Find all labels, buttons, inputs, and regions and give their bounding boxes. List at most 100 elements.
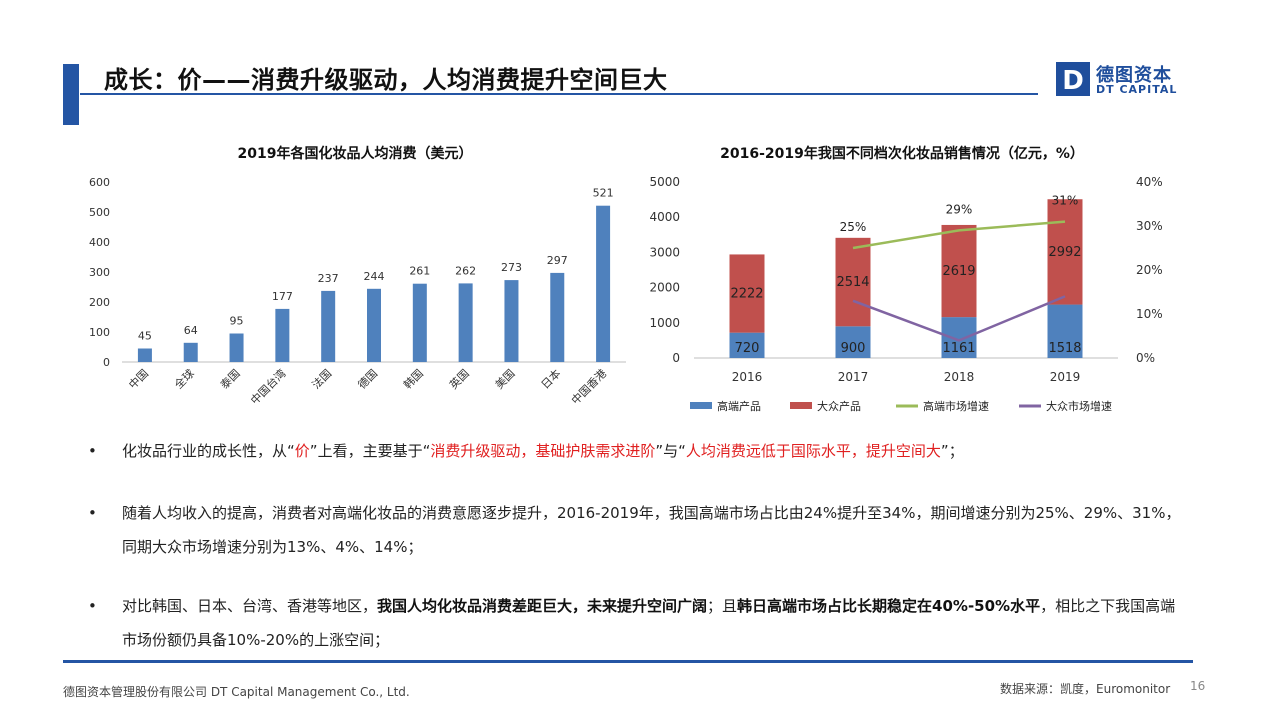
y-tick-label: 5000 [649, 175, 680, 189]
footer-source: 数据来源：凯度，Euromonitor [1000, 682, 1171, 696]
logo-mark-letter: D [1062, 66, 1084, 96]
page-number: 16 [1190, 679, 1206, 693]
bar-segment [729, 332, 765, 358]
y-tick-label: 2000 [649, 281, 680, 295]
legend-label: 高端市场增速 [923, 399, 989, 413]
footer-company: 德图资本管理股份有限公司 DT Capital Management Co., … [63, 685, 410, 699]
data-label: 2514 [836, 275, 869, 290]
x-tick-label: 中国 [126, 367, 151, 392]
x-tick-label: 2018 [944, 370, 975, 384]
x-tick-label: 美国 [493, 367, 518, 392]
logo-mark-icon: D [1056, 62, 1090, 96]
y-tick-label: 0 [672, 351, 680, 365]
x-tick-label: 德国 [355, 366, 380, 391]
y-tick-label: 0 [103, 356, 110, 369]
chart-legend: 高端产品 大众产品 高端市场增速 大众市场增速 [690, 399, 1112, 413]
bullet-text: 随着人均收入的提高，消费者对高端化妆品的消费意愿逐步提升，2016-2019年，… [122, 496, 1182, 564]
title-accent-bar [63, 64, 79, 125]
bar [229, 333, 244, 362]
data-label: 261 [409, 265, 430, 278]
highlight-text: 人均消费远低于国际水平，提升空间大 [685, 442, 941, 460]
bar [412, 283, 427, 362]
data-label: 720 [735, 341, 760, 356]
bar-segment [941, 224, 977, 318]
y-tick-label: 1000 [649, 316, 680, 330]
x-tick-label: 韩国 [400, 366, 425, 391]
bar-segment [835, 326, 871, 358]
bold-text: 我国人均化妆品消费差距巨大，未来提升空间广阔 [377, 597, 708, 615]
legend-swatch [690, 402, 712, 409]
data-label: 244 [364, 270, 385, 283]
x-tick-label: 中国台湾 [247, 366, 288, 407]
bullet-marker: • [88, 442, 97, 460]
highlight-text: 价 [294, 442, 310, 460]
logo-english-text: DT CAPITAL [1096, 83, 1178, 96]
y-tick-label: 4000 [649, 210, 680, 224]
y-tick-label: 3000 [649, 245, 680, 259]
page-title: 成长：价——消费升级驱动，人均消费提升空间巨大 [104, 66, 668, 94]
y-tick-label: 600 [89, 176, 110, 189]
data-label: 1518 [1048, 341, 1081, 356]
series-line [852, 295, 1066, 342]
bar [504, 280, 519, 362]
y-tick-label: 300 [89, 266, 110, 279]
bar-segment [1047, 199, 1083, 305]
y2-tick-label: 40% [1136, 175, 1163, 189]
y-tick-label: 100 [89, 326, 110, 339]
data-label: 900 [841, 341, 866, 356]
y2-tick-label: 0% [1136, 351, 1155, 365]
x-tick-label: 泰国 [217, 366, 242, 391]
body-text: ”； [940, 442, 964, 460]
title-underline [80, 93, 1038, 95]
bar-segment [729, 254, 765, 333]
body-text: ”上看，主要基于“ [309, 442, 431, 460]
data-label: 31% [1052, 194, 1079, 208]
bar [596, 205, 611, 362]
chart-title: 2019年各国化妆品人均消费（美元） [238, 145, 473, 162]
footer-rule [63, 660, 1193, 663]
highlight-text: 消费升级驱动，基础护肤需求进阶 [430, 442, 656, 460]
bar [275, 308, 290, 362]
data-label: 2619 [942, 264, 975, 279]
data-label: 64 [184, 324, 198, 337]
body-text: ，相比之下我国高端市场份额仍具备10%-20%的上涨空间； [122, 597, 1176, 649]
data-label: 45 [138, 330, 152, 343]
data-label: 297 [547, 254, 568, 267]
body-text: ；且 [707, 597, 738, 615]
body-text: ”与“ [655, 442, 686, 460]
x-tick-label: 全球 [171, 366, 196, 391]
legend-label: 高端产品 [717, 399, 761, 413]
logo-chinese-text: 德图资本 [1096, 65, 1172, 86]
chart-per-capita-spending: 2019年各国化妆品人均消费（美元） 0 100 200 300 400 500 600 中国… [89, 145, 626, 407]
bar [137, 348, 152, 362]
y2-tick-label: 30% [1136, 219, 1163, 233]
data-label: 237 [318, 272, 339, 285]
bar [367, 288, 381, 362]
data-label: 177 [272, 290, 293, 303]
bar [458, 283, 473, 362]
bar-segment [835, 237, 871, 327]
bar-segment [941, 317, 977, 358]
data-label: 2222 [730, 287, 763, 302]
x-tick-label: 法国 [309, 366, 334, 391]
x-tick-label: 英国 [446, 366, 471, 391]
data-label: 25% [840, 220, 867, 234]
data-label: 273 [501, 261, 522, 274]
body-text: 随着人均收入的提高，消费者对高端化妆品的消费意愿逐步提升，2016-2019年，… [122, 504, 1181, 556]
y-tick-label: 400 [89, 236, 110, 249]
data-label: 521 [593, 187, 614, 200]
company-logo: D 德图资本 DT CAPITAL [1056, 62, 1181, 98]
x-tick-label: 2017 [838, 370, 869, 384]
bar [550, 272, 565, 362]
chart-title: 2016-2019年我国不同档次化妆品销售情况（亿元，%） [720, 145, 1084, 162]
y-tick-label: 500 [89, 206, 110, 219]
chart-sales-by-tier: 2016-2019年我国不同档次化妆品销售情况（亿元，%） 0 1000 2000 3… [649, 145, 1163, 413]
x-tick-label: 日本 [538, 366, 563, 391]
legend-swatch [790, 402, 812, 409]
data-label: 29% [946, 202, 973, 216]
bullet-marker: • [88, 504, 97, 522]
bullet-text: 对比韩国、日本、台湾、香港等地区，我国人均化妆品消费差距巨大，未来提升空间广阔；… [122, 589, 1182, 657]
data-label: 95 [230, 315, 244, 328]
legend-label: 大众市场增速 [1046, 399, 1112, 413]
y2-tick-label: 10% [1136, 307, 1163, 321]
